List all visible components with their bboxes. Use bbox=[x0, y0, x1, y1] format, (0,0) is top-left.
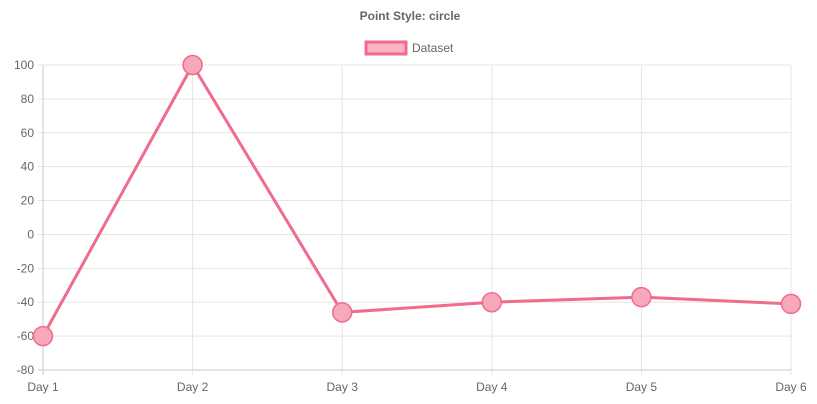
x-tick-label: Day 5 bbox=[626, 380, 658, 394]
legend[interactable]: Dataset bbox=[364, 40, 454, 56]
legend-label[interactable]: Dataset bbox=[412, 41, 454, 55]
y-tick-label: 80 bbox=[21, 92, 35, 106]
data-point[interactable] bbox=[780, 293, 802, 315]
y-tick-label: 40 bbox=[21, 160, 35, 174]
x-tick-label: Day 6 bbox=[775, 380, 807, 394]
legend-swatch[interactable] bbox=[364, 40, 408, 56]
series bbox=[32, 54, 802, 347]
grid bbox=[38, 64, 792, 375]
y-tick-label: 100 bbox=[14, 58, 34, 72]
x-tick-label: Day 2 bbox=[177, 380, 209, 394]
y-tick-label: 20 bbox=[21, 194, 35, 208]
axes bbox=[38, 65, 791, 375]
data-point[interactable] bbox=[331, 302, 353, 323]
data-point[interactable] bbox=[631, 286, 652, 308]
y-tick-label: 60 bbox=[21, 126, 35, 140]
x-tick-label: Day 4 bbox=[476, 380, 508, 394]
data-point[interactable] bbox=[481, 291, 503, 313]
series-line bbox=[41, 63, 792, 337]
y-tick-label: -60 bbox=[17, 329, 35, 343]
y-tick-label: -40 bbox=[17, 295, 35, 309]
chart-title: Point Style: circle bbox=[360, 9, 461, 23]
y-tick-label: 0 bbox=[27, 227, 34, 241]
data-point[interactable] bbox=[32, 325, 54, 347]
y-tick-label: -80 bbox=[17, 363, 35, 377]
x-axis-ticks: Day 1 Day 2 Day 3 Day 4 Day 5 Day 6 bbox=[27, 380, 807, 394]
x-tick-label: Day 3 bbox=[327, 380, 359, 394]
y-axis-ticks: 100 80 60 40 20 0 -20 -40 -60 -80 bbox=[14, 58, 34, 377]
x-tick-label: Day 1 bbox=[27, 380, 59, 394]
data-point[interactable] bbox=[182, 54, 203, 76]
y-tick-label: -20 bbox=[17, 261, 35, 275]
